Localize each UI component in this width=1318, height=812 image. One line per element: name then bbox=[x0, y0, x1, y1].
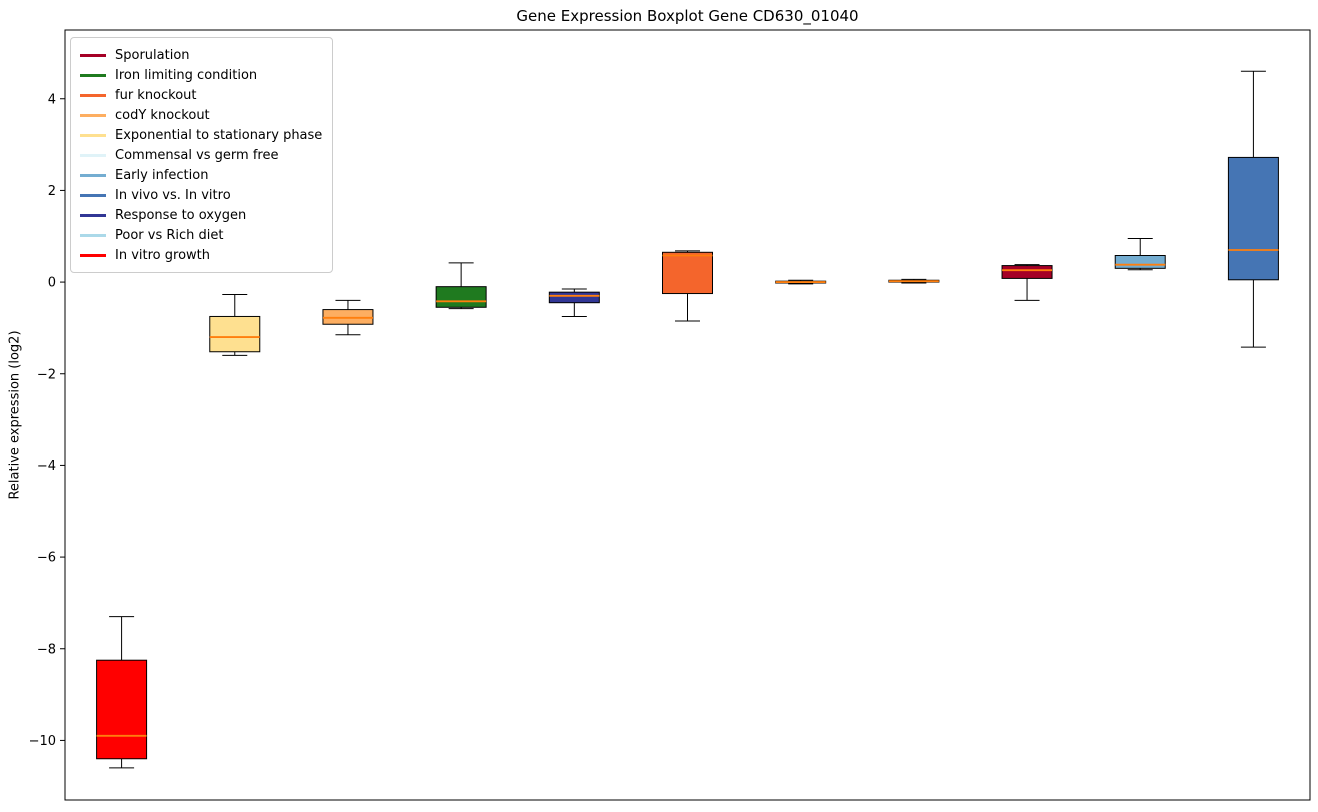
legend-item: Iron limiting condition bbox=[80, 65, 322, 85]
legend-label: Sporulation bbox=[115, 47, 190, 63]
plot-frame bbox=[64, 29, 1311, 801]
legend-swatch bbox=[80, 133, 106, 137]
legend-label: In vivo vs. In vitro bbox=[115, 187, 231, 203]
boxplot-group bbox=[1227, 70, 1279, 348]
boxplot-group bbox=[96, 616, 148, 769]
legend-swatch bbox=[80, 173, 106, 177]
y-tick-label: −10 bbox=[29, 734, 56, 749]
iqr-box bbox=[1001, 265, 1053, 279]
iqr-box bbox=[662, 251, 713, 295]
iqr-box bbox=[322, 309, 374, 325]
y-tick-label: 0 bbox=[48, 276, 56, 291]
boxplot-group bbox=[775, 279, 827, 285]
boxplot-group bbox=[548, 288, 600, 317]
legend-swatch bbox=[80, 113, 106, 117]
iqr-box bbox=[1114, 255, 1166, 269]
legend-item: Response to oxygen bbox=[80, 205, 322, 225]
legend-label: Exponential to stationary phase bbox=[115, 127, 323, 143]
legend-label: codY knockout bbox=[115, 107, 210, 123]
legend-item: Commensal vs germ free bbox=[80, 145, 322, 165]
legend-swatch bbox=[80, 153, 106, 157]
boxplot-group bbox=[1114, 238, 1166, 271]
legend-item: Poor vs Rich diet bbox=[80, 225, 322, 245]
legend: Sporulation Iron limiting condition fur kn… bbox=[70, 37, 334, 273]
legend-item: In vitro growth bbox=[80, 245, 322, 265]
legend-label: Iron limiting condition bbox=[115, 67, 258, 83]
boxplot-group bbox=[209, 293, 261, 356]
legend-swatch bbox=[80, 73, 106, 77]
legend-item: In vivo vs. In vitro bbox=[80, 185, 322, 205]
iqr-box bbox=[96, 659, 148, 760]
y-tick-label: 2 bbox=[48, 184, 56, 199]
y-tick-label: −8 bbox=[37, 642, 56, 657]
legend-swatch bbox=[80, 53, 106, 57]
legend-item: fur knockout bbox=[80, 85, 322, 105]
legend-item: codY knockout bbox=[80, 105, 322, 125]
y-tick-label: −4 bbox=[37, 459, 56, 474]
legend-swatch bbox=[80, 213, 106, 217]
iqr-box bbox=[548, 291, 600, 304]
legend-label: Early infection bbox=[115, 167, 209, 183]
chart-title: Gene Expression Boxplot Gene CD630_01040 bbox=[516, 7, 859, 25]
boxplot-group bbox=[662, 250, 713, 322]
legend-swatch bbox=[80, 93, 106, 97]
boxplot-group bbox=[435, 262, 487, 310]
legend-swatch bbox=[80, 193, 106, 197]
legend-swatch bbox=[80, 233, 106, 237]
legend-label: fur knockout bbox=[115, 87, 197, 103]
y-tick-label: 4 bbox=[48, 92, 56, 107]
y-tick-label: −2 bbox=[37, 367, 56, 382]
legend-label: Poor vs Rich diet bbox=[115, 227, 224, 243]
boxplot-group bbox=[322, 299, 374, 336]
legend-item: Exponential to stationary phase bbox=[80, 125, 322, 145]
legend-label: In vitro growth bbox=[115, 247, 210, 263]
y-tick-label: −6 bbox=[37, 551, 56, 566]
boxplot-group bbox=[1001, 264, 1053, 301]
boxplot-group bbox=[888, 278, 940, 284]
legend-item: Sporulation bbox=[80, 45, 322, 65]
legend-label: Commensal vs germ free bbox=[115, 147, 279, 163]
legend-swatch bbox=[80, 253, 106, 257]
legend-label: Response to oxygen bbox=[115, 207, 247, 223]
iqr-box bbox=[209, 315, 261, 353]
iqr-box bbox=[1227, 156, 1279, 281]
y-axis-label: Relative expression (log2) bbox=[7, 330, 23, 500]
legend-item: Early infection bbox=[80, 165, 322, 185]
iqr-box bbox=[435, 286, 487, 308]
